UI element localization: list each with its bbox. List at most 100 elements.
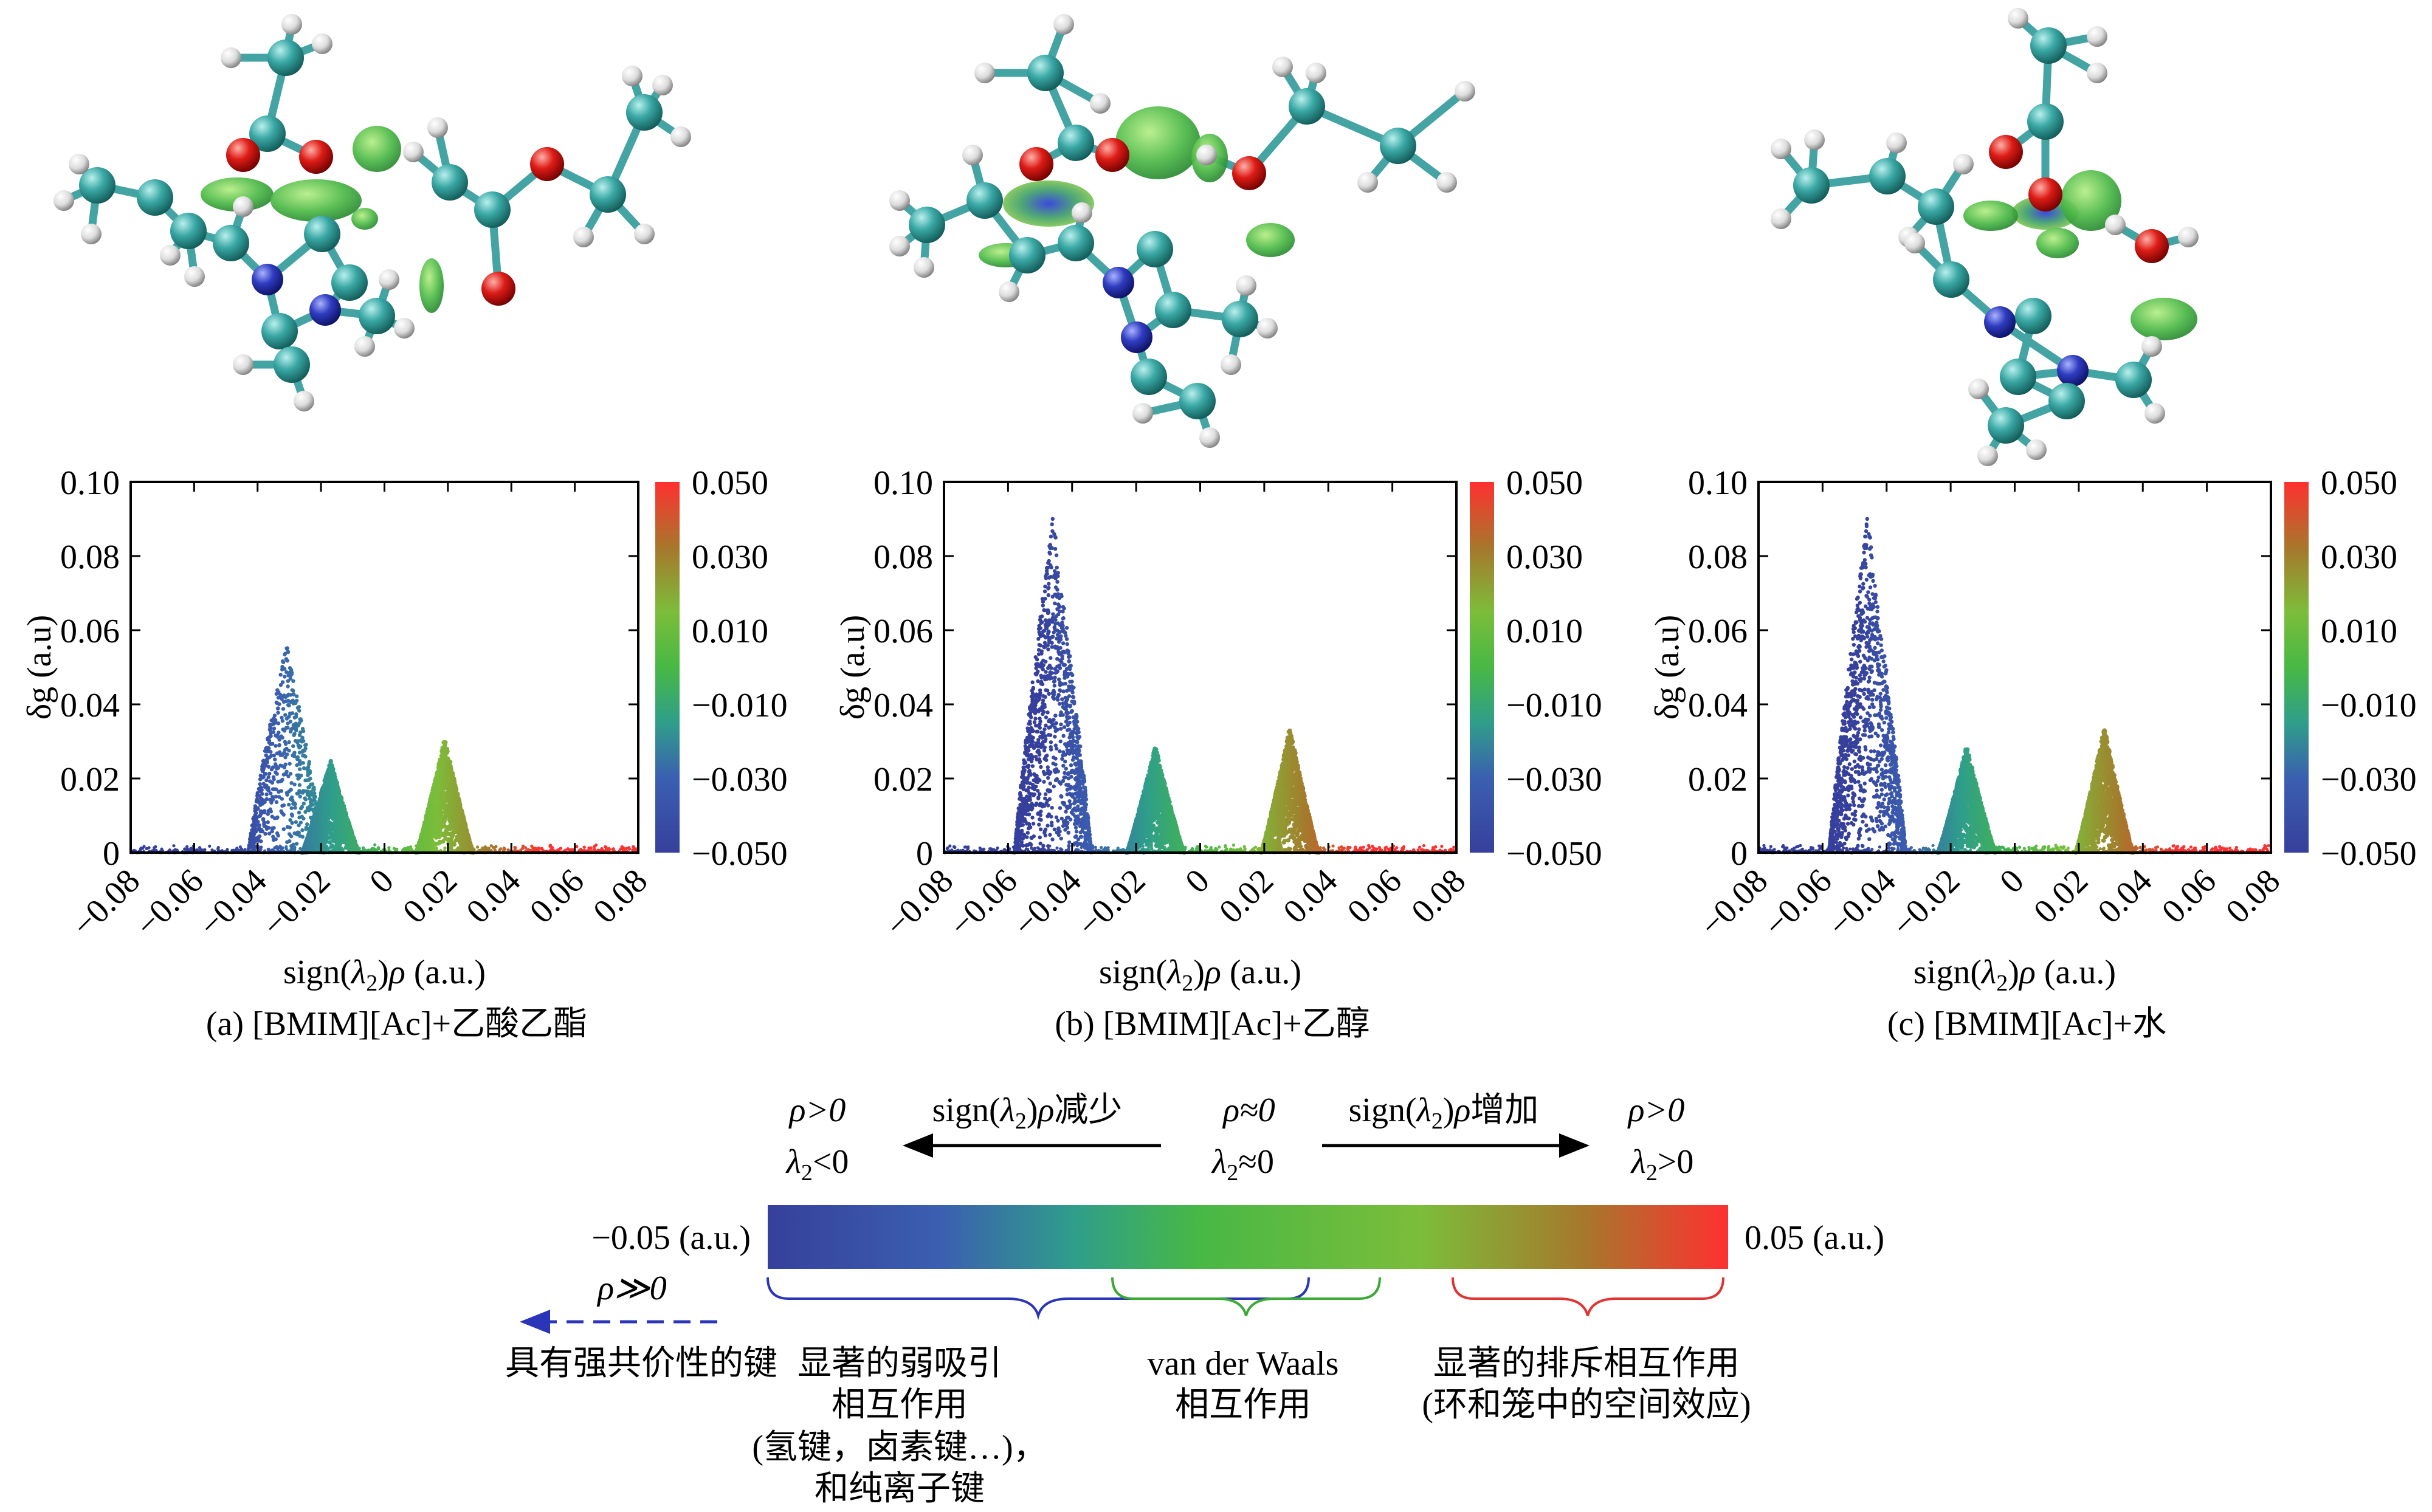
data-point	[322, 811, 327, 816]
data-point	[312, 833, 318, 838]
data-point	[287, 703, 291, 708]
data-point	[276, 721, 281, 726]
hydrogen-atom	[1199, 427, 1220, 448]
data-point	[452, 780, 457, 785]
data-point	[442, 819, 447, 824]
hydrogen-atom	[2144, 403, 2165, 424]
data-point	[277, 789, 281, 794]
data-point	[437, 808, 442, 813]
data-point	[292, 846, 297, 851]
data-point	[475, 845, 480, 849]
data-point	[491, 845, 495, 850]
carbon-atom	[1222, 301, 1258, 337]
data-point	[549, 844, 553, 847]
data-point	[258, 796, 263, 800]
data-point	[259, 848, 263, 851]
data-point	[255, 794, 260, 799]
data-point	[458, 805, 463, 810]
data-point	[258, 814, 262, 818]
data-point	[260, 810, 264, 815]
data-point	[252, 816, 256, 820]
data-point	[323, 780, 328, 785]
data-point	[307, 760, 311, 764]
data-point	[367, 848, 370, 852]
nci-isosurfaces	[201, 126, 444, 313]
data-point	[298, 820, 303, 825]
data-point	[352, 843, 357, 848]
isosurface	[1003, 180, 1094, 227]
data-point	[269, 723, 274, 727]
data-point	[451, 830, 456, 835]
data-point	[330, 827, 335, 832]
data-point	[261, 817, 266, 822]
data-point	[278, 844, 282, 848]
data-point	[424, 847, 429, 852]
nitrogen-atom	[1103, 267, 1134, 298]
data-point	[268, 728, 272, 732]
data-point	[266, 847, 271, 852]
data-point	[449, 771, 454, 776]
data-point	[295, 773, 299, 778]
data-point	[499, 847, 503, 851]
isosurface	[201, 177, 274, 211]
data-point	[455, 834, 460, 839]
data-point	[270, 829, 274, 834]
hydrogen-atom	[354, 336, 375, 357]
data-point	[301, 816, 306, 821]
data-point	[290, 688, 295, 692]
hydrogen-atom	[1072, 202, 1092, 223]
hydrogen-atom	[1357, 172, 1378, 193]
data-point	[274, 846, 277, 850]
data-point	[275, 706, 280, 711]
hydrogen-atom	[233, 354, 253, 375]
data-point	[348, 841, 353, 846]
hydrogen-atom	[1771, 208, 1791, 229]
atoms	[53, 14, 691, 411]
data-point	[530, 844, 534, 848]
data-point	[271, 775, 276, 779]
data-point	[294, 842, 299, 846]
data-point	[284, 658, 289, 662]
data-point	[432, 782, 437, 786]
data-point	[284, 646, 289, 650]
hydrogen-atom	[634, 224, 655, 244]
data-point	[147, 846, 151, 850]
data-point	[145, 847, 148, 851]
hydrogen-atom	[221, 47, 241, 68]
data-point	[280, 777, 284, 782]
data-point	[257, 823, 261, 828]
data-point	[348, 831, 353, 836]
data-point	[276, 780, 280, 784]
data-point	[289, 812, 294, 817]
hydrogen-atom	[573, 227, 594, 247]
data-point	[284, 726, 289, 730]
data-point	[291, 842, 295, 847]
data-point	[377, 847, 381, 851]
data-point	[256, 835, 261, 839]
data-point	[314, 828, 320, 833]
data-point	[311, 787, 315, 791]
data-point	[308, 785, 312, 789]
data-point	[288, 711, 292, 716]
data-point	[284, 716, 289, 721]
data-point	[340, 825, 345, 830]
data-point	[259, 786, 263, 790]
data-point	[328, 765, 332, 769]
nci-isosurfaces	[979, 106, 1295, 267]
data-point	[284, 769, 289, 774]
data-point	[238, 845, 242, 849]
data-point	[300, 727, 305, 731]
hydrogen-atom	[160, 245, 181, 266]
hydrogen-atom	[1221, 354, 1241, 375]
hydrogen-atom	[1196, 145, 1217, 165]
carbon-atom	[304, 216, 340, 252]
carbon-atom	[1793, 167, 1830, 204]
data-point	[336, 794, 341, 799]
carbon-atom	[2000, 359, 2036, 395]
hydrogen-atom	[403, 142, 424, 162]
hydrogen-atom	[1886, 132, 1907, 153]
data-point	[627, 846, 631, 850]
data-point	[441, 740, 447, 745]
carbon-atom	[249, 115, 286, 152]
carbon-atom	[79, 167, 115, 204]
